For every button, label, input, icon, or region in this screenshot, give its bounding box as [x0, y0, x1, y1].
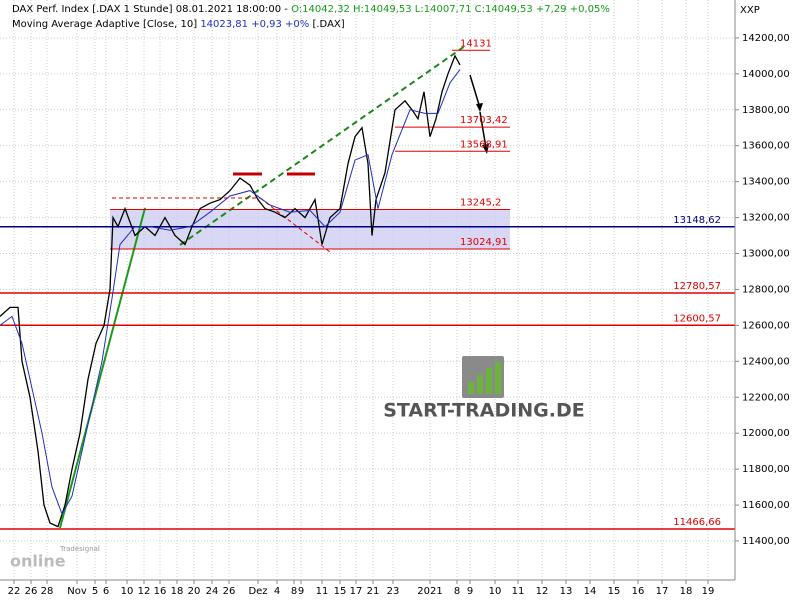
logo-bar — [468, 382, 474, 394]
x-tick-label: 14 — [584, 586, 597, 597]
y-tick-label: 13000,00 — [742, 249, 790, 260]
level-label: 13148,62 — [673, 215, 721, 226]
axes: 11400,00 11600,00 11800,00 12000,00 12200,00… — [8, 33, 790, 597]
x-tick-label: 11 — [512, 586, 525, 597]
y-tick-label: 12200,00 — [742, 392, 790, 403]
logo-bar — [477, 375, 483, 394]
x-tick-label: 10 — [489, 586, 502, 597]
annotations — [59, 45, 489, 529]
zones — [110, 209, 510, 250]
watermark: START-TRADING.DE Tradesignal online — [10, 356, 585, 571]
y-tick-label: 12000,00 — [742, 428, 790, 439]
x-tick-label: 10 — [121, 586, 134, 597]
axis-name: XXP — [740, 5, 760, 16]
x-tick-label: 19 — [702, 586, 715, 597]
trend-line — [179, 45, 466, 246]
y-tick-label: 13600,00 — [742, 141, 790, 152]
x-tick-label: 13 — [560, 586, 573, 597]
x-tick-label: 8 — [291, 586, 297, 597]
x-tick-label: 15 — [334, 586, 347, 597]
x-tick-label: 26 — [25, 586, 38, 597]
title: DAX Perf. Index [.DAX 1 Stunde] 08.01.20… — [12, 4, 288, 15]
logo-top: Tradesignal — [59, 545, 100, 553]
axis-panel — [735, 0, 800, 600]
x-tick-label: 23 — [387, 586, 400, 597]
arrow — [479, 111, 487, 149]
x-tick-label: 16 — [154, 586, 167, 597]
level-label: 12780,57 — [673, 281, 721, 292]
chart-title: DAX Perf. Index [.DAX 1 Stunde] 08.01.20… — [12, 4, 610, 15]
y-tick-label: 12800,00 — [742, 284, 790, 295]
y-tick-label: 11400,00 — [742, 536, 790, 547]
axis-panel — [0, 580, 735, 600]
y-tick-label: 14200,00 — [742, 33, 790, 44]
x-tick-label: 17 — [656, 586, 669, 597]
indicator-value: 14023,81 +0,93 +0% — [200, 19, 309, 30]
series-line — [0, 54, 461, 528]
x-tick-label: 28 — [41, 586, 54, 597]
x-tick-label: 16 — [632, 586, 645, 597]
series-line — [0, 69, 461, 516]
x-tick-label: 5 — [92, 586, 98, 597]
x-tick-label: 2021 — [417, 586, 442, 597]
y-tick-label: 11600,00 — [742, 500, 790, 511]
trend-line — [259, 197, 331, 253]
y-tick-label: 11800,00 — [742, 464, 790, 475]
indicator-title: Moving Average Adaptive [Close, 10] — [12, 19, 197, 30]
trend-line — [59, 207, 146, 529]
x-tick-label: Dez — [248, 586, 267, 597]
level-label: 13568,91 — [460, 139, 508, 150]
x-tick-label: 21 — [367, 586, 380, 597]
x-tick-label: 22 — [8, 586, 21, 597]
x-tick-label: 9 — [298, 586, 304, 597]
x-tick-label: 11 — [316, 586, 329, 597]
x-tick-label: 18 — [171, 586, 184, 597]
x-tick-label: Nov — [67, 586, 87, 597]
y-tick-label: 14000,00 — [742, 69, 790, 80]
y-tick-label: 12400,00 — [742, 356, 790, 367]
logo-bar — [495, 362, 501, 394]
x-tick-label: 8 — [454, 586, 460, 597]
arrow — [469, 74, 481, 109]
x-tick-label: 12 — [138, 586, 151, 597]
indicator-legend: Moving Average Adaptive [Close, 10] 1402… — [12, 19, 345, 30]
indicator-symbol: [.DAX] — [312, 19, 344, 30]
plot: 14131 13703,42 13568,91 13245,2 13024,91 1314… — [0, 38, 735, 530]
level-label: 13245,2 — [460, 197, 501, 208]
x-tick-label: 6 — [103, 586, 109, 597]
arrow-head — [476, 103, 483, 112]
x-tick-label: 24 — [206, 586, 219, 597]
level-label: 12600,57 — [673, 313, 721, 324]
logo-bar — [486, 368, 492, 394]
level-label: 14131 — [460, 38, 492, 49]
y-tick-label: 13400,00 — [742, 177, 790, 188]
watermark-text: START-TRADING.DE — [383, 400, 585, 422]
x-tick-label: 18 — [680, 586, 693, 597]
x-tick-label: 26 — [223, 586, 236, 597]
logo-bottom: online — [10, 552, 66, 571]
y-tick-label: 13800,00 — [742, 105, 790, 116]
x-tick-label: 12 — [536, 586, 549, 597]
x-tick-label: 9 — [467, 586, 473, 597]
level-label: 13703,42 — [460, 115, 508, 126]
ohlc: O:14042,32 H:14049,53 L:14007,71 C:14049… — [291, 4, 610, 15]
y-tick-label: 12600,00 — [742, 320, 790, 331]
y-tick-label: 13200,00 — [742, 213, 790, 224]
x-tick-label: 4 — [274, 586, 280, 597]
x-tick-label: 17 — [350, 586, 363, 597]
level-label: 13024,91 — [460, 237, 508, 248]
x-tick-label: 20 — [188, 586, 201, 597]
range-zone — [110, 209, 510, 250]
x-tick-label: 15 — [608, 586, 621, 597]
level-label: 11466,66 — [673, 517, 721, 528]
